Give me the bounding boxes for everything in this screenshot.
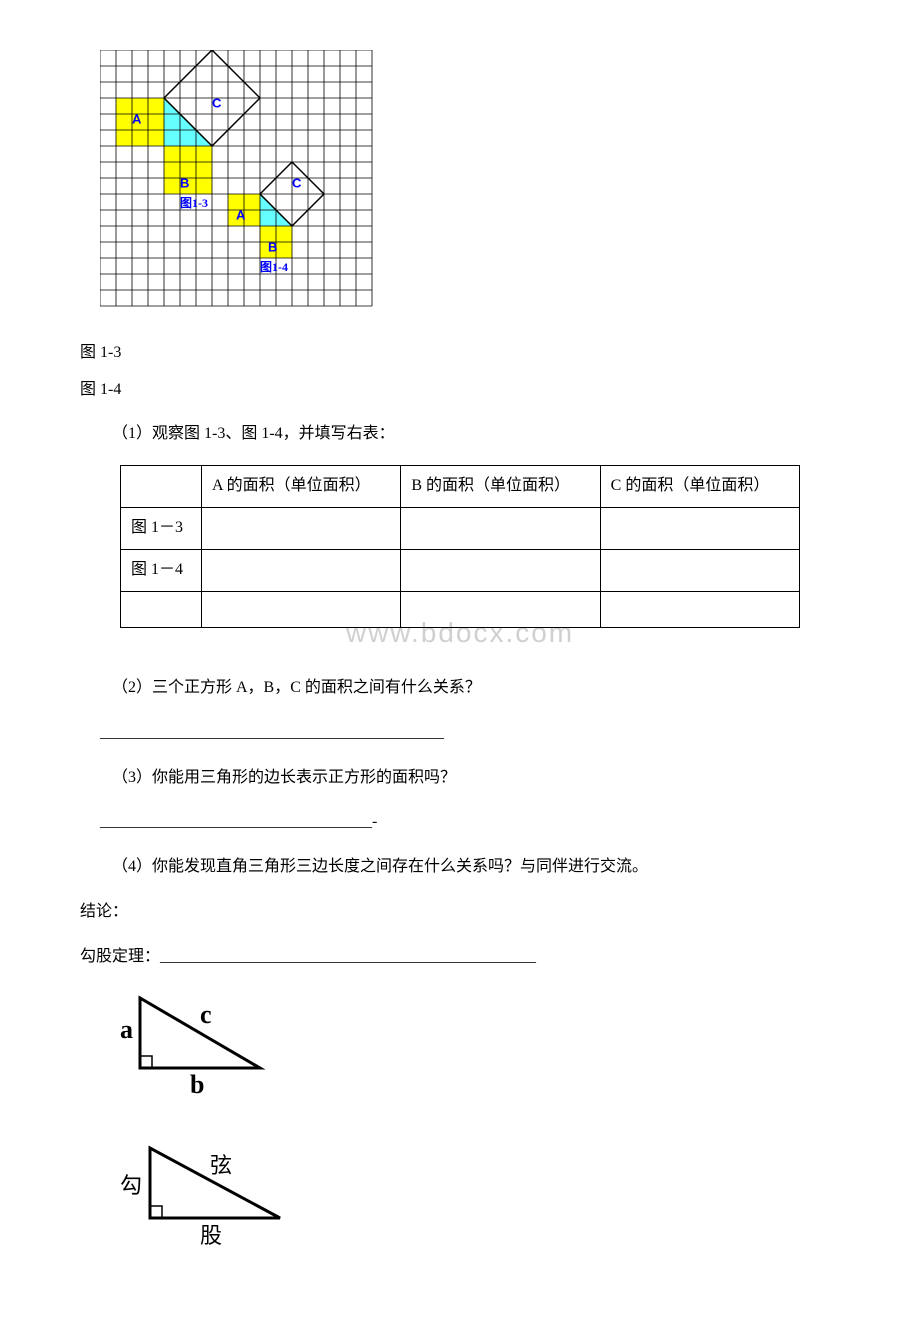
svg-text:b: b <box>190 1070 204 1099</box>
svg-text:勾: 勾 <box>120 1173 142 1198</box>
svg-text:A: A <box>132 112 142 127</box>
table-row: 图 1－4 <box>121 549 800 591</box>
triangle-diagrams: a b c 勾股 弦 <box>120 988 860 1265</box>
svg-text:A: A <box>236 208 246 223</box>
svg-text:弦: 弦 <box>210 1153 232 1178</box>
table-row: 图 1－3 <box>121 507 800 549</box>
svg-text:C: C <box>292 176 302 191</box>
question-2: （2）三个正方形 A，B，C 的面积之间有什么关系？ <box>60 674 860 703</box>
conclusion-label: 结论： <box>60 898 860 927</box>
triangle-gougu: 勾股 弦 <box>120 1138 860 1264</box>
svg-text:B: B <box>180 176 189 191</box>
cell <box>401 591 600 627</box>
header-b: B 的面积（单位面积） <box>401 466 600 508</box>
cell <box>121 591 202 627</box>
question-1: （1）观察图 1-3、图 1-4，并填写右表： <box>60 420 860 449</box>
row-label: 图 1－3 <box>121 507 202 549</box>
cell <box>201 549 400 591</box>
cell <box>600 507 799 549</box>
svg-text:C: C <box>212 96 222 111</box>
question-3: （3）你能用三角形的边长表示正方形的面积吗？ <box>60 764 860 793</box>
grid-svg: A B C A B C 图1-3 图1-4 <box>100 50 374 308</box>
grid-diagram: A B C A B C 图1-3 图1-4 <box>100 50 860 319</box>
header-c: C 的面积（单位面积） <box>600 466 799 508</box>
area-table: A 的面积（单位面积） B 的面积（单位面积） C 的面积（单位面积） 图 1－… <box>120 465 800 627</box>
svg-text:B: B <box>268 240 277 255</box>
theorem-label: 勾股定理：___________________________________… <box>60 943 860 972</box>
cell <box>401 507 600 549</box>
header-a: A 的面积（单位面积） <box>201 466 400 508</box>
figure-label-1-3: 图 1-3 <box>60 339 860 368</box>
triangle-gougu-svg: 勾股 弦 <box>120 1138 310 1253</box>
triangle-abc-svg: a b c <box>120 988 300 1103</box>
svg-text:图1-3: 图1-3 <box>180 196 208 210</box>
header-blank <box>121 466 202 508</box>
svg-text:c: c <box>200 1000 212 1029</box>
table-row <box>121 591 800 627</box>
cell <box>401 549 600 591</box>
svg-text:图1-4: 图1-4 <box>260 260 288 274</box>
blank-line-1: ________________________________________… <box>100 719 860 748</box>
cell <box>600 549 799 591</box>
blank-line-2: __________________________________- <box>100 808 860 837</box>
svg-text:a: a <box>120 1015 133 1044</box>
row-label: 图 1－4 <box>121 549 202 591</box>
cell <box>201 591 400 627</box>
question-4: （4）你能发现直角三角形三边长度之间存在什么关系吗？与同伴进行交流。 <box>60 853 860 882</box>
cell <box>600 591 799 627</box>
triangle-abc: a b c <box>120 988 860 1114</box>
figure-label-1-4: 图 1-4 <box>60 376 860 405</box>
table-header-row: A 的面积（单位面积） B 的面积（单位面积） C 的面积（单位面积） <box>121 466 800 508</box>
cell <box>201 507 400 549</box>
svg-text:股: 股 <box>200 1223 222 1248</box>
